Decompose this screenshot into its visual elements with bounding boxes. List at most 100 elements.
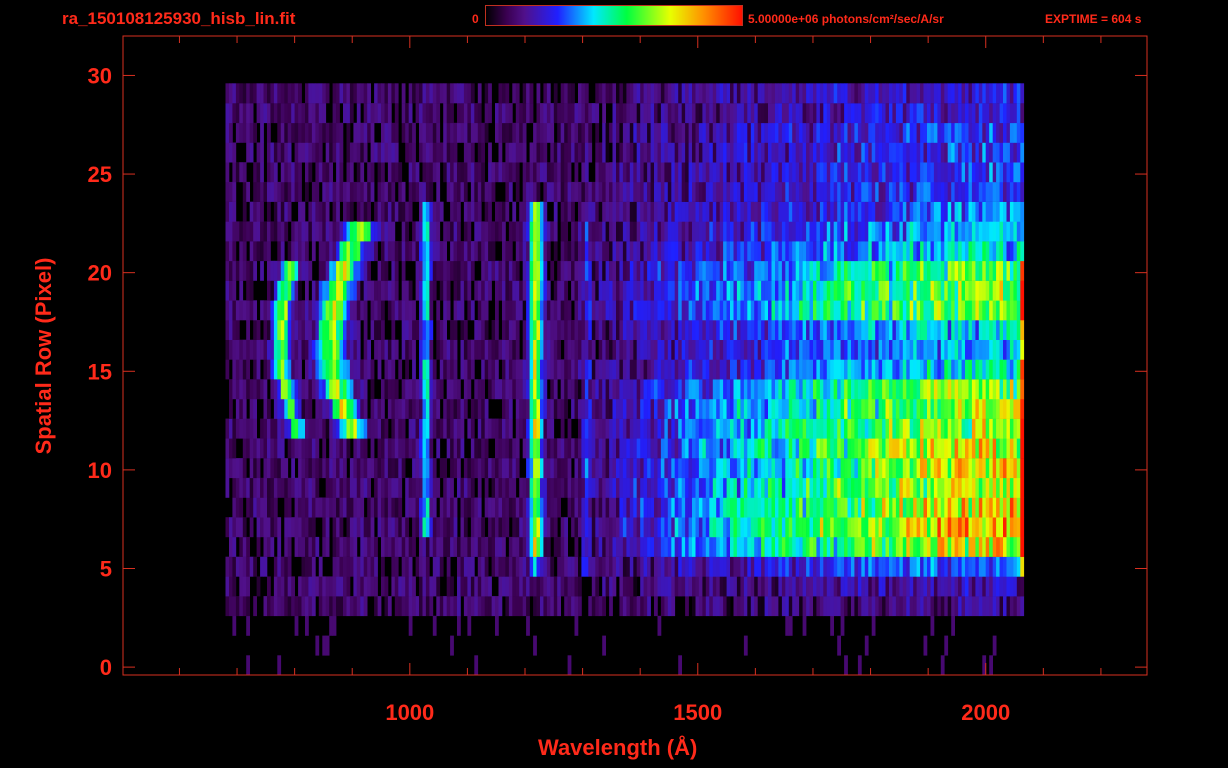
heatmap-cell <box>381 398 385 419</box>
heatmap-cell <box>616 339 620 360</box>
heatmap-cell <box>526 517 530 538</box>
heatmap-cell <box>498 576 503 597</box>
heatmap-cell <box>702 517 707 538</box>
heatmap-cell <box>481 418 485 439</box>
heatmap-cell <box>674 359 679 380</box>
heatmap-cell <box>574 536 579 557</box>
heatmap-cell <box>505 438 510 459</box>
heatmap-cell <box>968 497 973 518</box>
heatmap-cell <box>657 536 662 557</box>
heatmap-cell <box>553 339 558 360</box>
heatmap-cell <box>654 517 658 538</box>
heatmap-cell <box>287 339 292 360</box>
heatmap-cell <box>992 398 997 419</box>
heatmap-cell <box>1013 201 1018 222</box>
heatmap-cell <box>740 497 745 518</box>
heatmap-cell <box>508 320 513 340</box>
heatmap-cell <box>557 280 561 301</box>
heatmap-cell <box>629 339 634 360</box>
heatmap-cell <box>909 201 914 222</box>
heatmap-cell <box>795 497 800 518</box>
heatmap-cell <box>457 280 461 301</box>
heatmap-cell <box>692 398 696 419</box>
heatmap-cell <box>895 438 900 459</box>
heatmap-cell <box>650 576 655 597</box>
heatmap-cell <box>616 201 620 222</box>
heatmap-cell <box>664 280 669 301</box>
heatmap-cell <box>757 162 762 183</box>
heatmap-cell <box>723 201 727 222</box>
heatmap-cell <box>982 438 987 459</box>
heatmap-cell <box>868 280 873 301</box>
heatmap-cell <box>698 379 703 400</box>
heatmap-cell <box>923 181 928 202</box>
heatmap-cell <box>405 556 409 577</box>
heatmap-cell <box>488 339 492 360</box>
heatmap-cell <box>325 596 330 617</box>
heatmap-cell <box>844 300 848 321</box>
heatmap-cell <box>1020 418 1025 439</box>
heatmap-cell <box>961 497 966 518</box>
heatmap-cell <box>253 497 257 518</box>
heatmap-cell <box>394 241 399 262</box>
heatmap-cell <box>353 497 358 518</box>
heatmap-cell <box>985 359 990 380</box>
heatmap-cell <box>346 497 351 518</box>
heatmap-cell <box>647 280 651 301</box>
heatmap-cell <box>401 181 406 202</box>
heatmap-cell <box>785 379 790 400</box>
heatmap-cell <box>626 181 631 202</box>
heatmap-cell <box>229 517 233 538</box>
heatmap-cell <box>574 162 579 183</box>
heatmap-cell <box>1016 398 1021 419</box>
heatmap-cell <box>733 556 738 577</box>
heatmap-cell <box>460 536 465 557</box>
heatmap-cell <box>868 260 873 281</box>
heatmap-cell <box>826 497 831 518</box>
heatmap-cell <box>633 260 638 281</box>
heatmap-cell <box>246 615 250 636</box>
heatmap-cell <box>726 359 731 380</box>
heatmap-cell <box>861 517 866 538</box>
heatmap-cell <box>864 398 869 419</box>
heatmap-cell <box>529 339 534 360</box>
heatmap-cell <box>940 201 945 222</box>
heatmap-cell <box>875 477 879 498</box>
heatmap-cell <box>284 536 289 557</box>
heatmap-cell <box>916 497 921 518</box>
heatmap-cell <box>363 398 368 419</box>
heatmap-cell <box>595 497 600 518</box>
heatmap-cell <box>578 418 582 439</box>
heatmap-cell <box>612 241 617 262</box>
heatmap-cell <box>1016 339 1021 360</box>
heatmap-cell <box>740 556 745 577</box>
heatmap-cell <box>508 458 513 479</box>
heatmap-cell <box>740 162 745 183</box>
heatmap-cell <box>878 300 883 321</box>
heatmap-cell <box>467 260 472 281</box>
heatmap-cell <box>899 497 904 518</box>
heatmap-cell <box>1013 576 1018 597</box>
heatmap-cell <box>688 398 693 419</box>
heatmap-cell <box>816 359 821 380</box>
heatmap-cell <box>308 221 313 242</box>
heatmap-cell <box>698 477 703 498</box>
heatmap-cell <box>546 517 551 538</box>
heatmap-cell <box>685 438 689 459</box>
heatmap-cell <box>743 300 748 321</box>
heatmap-cell <box>764 418 769 439</box>
heatmap-cell <box>311 477 316 498</box>
heatmap-cell <box>968 221 973 242</box>
heatmap-cell <box>384 596 389 617</box>
heatmap-cell <box>688 260 693 281</box>
heatmap-cell <box>284 359 289 380</box>
heatmap-cell <box>280 241 285 262</box>
heatmap-cell <box>1020 438 1025 459</box>
heatmap-cell <box>232 615 237 636</box>
heatmap-cell <box>284 320 289 340</box>
heatmap-cell <box>681 556 686 577</box>
heatmap-cell <box>408 398 413 419</box>
heatmap-cell <box>512 260 517 281</box>
heatmap-cell <box>239 162 244 183</box>
heatmap-cell <box>878 260 883 281</box>
